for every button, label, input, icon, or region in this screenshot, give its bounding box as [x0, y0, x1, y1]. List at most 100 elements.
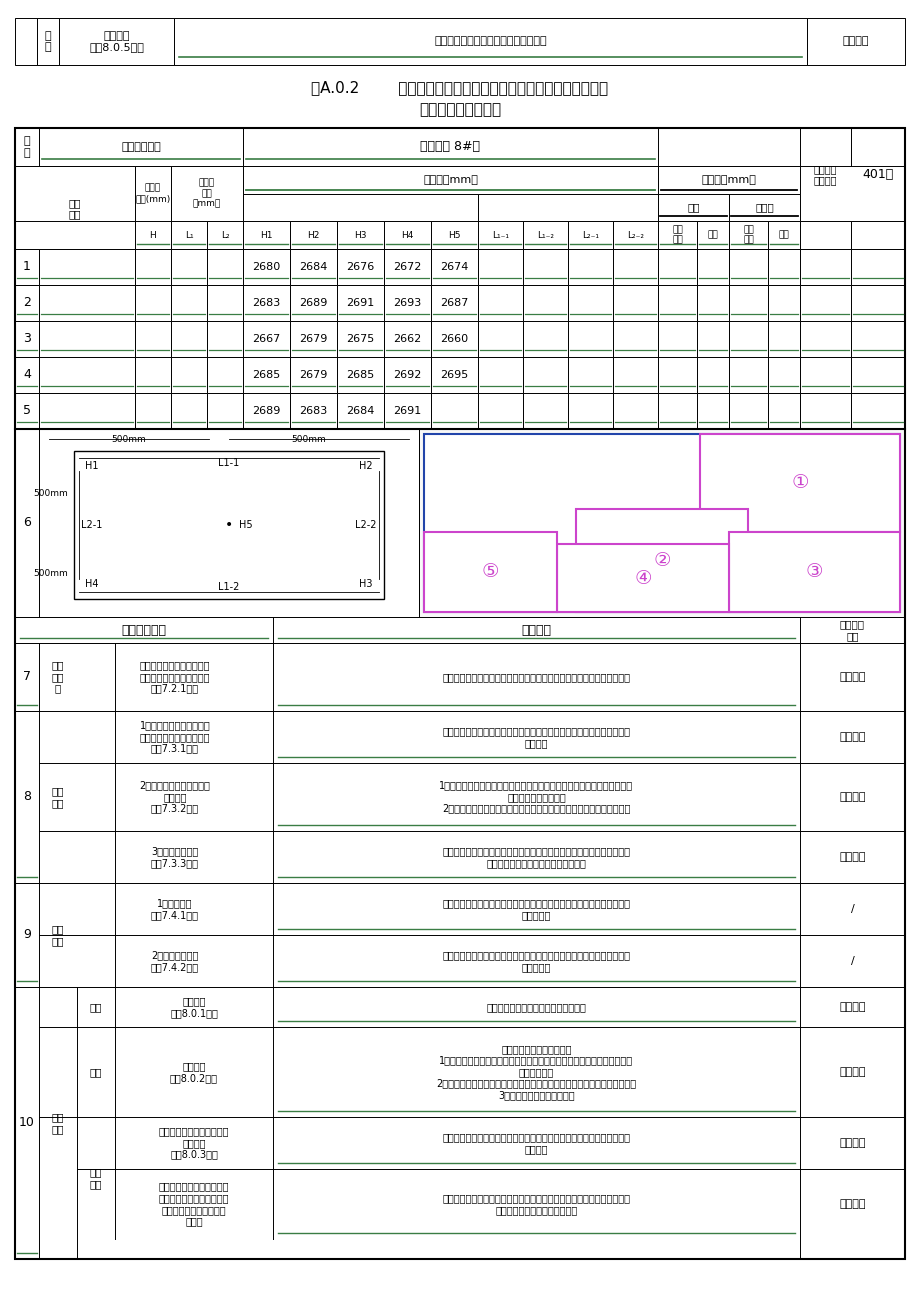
Text: /: / [850, 956, 854, 966]
Bar [567, 249, 612, 285]
Text: H2: H2 [358, 461, 372, 471]
Bar [383, 393, 430, 428]
Text: ⑤: ⑤ [482, 562, 499, 582]
Bar [289, 322, 336, 357]
Text: H4: H4 [85, 579, 98, 589]
Bar [207, 357, 243, 393]
Bar [39, 249, 135, 285]
Text: 2683: 2683 [299, 406, 327, 417]
Text: 1、橱柜安装
（第7.4.1条）: 1、橱柜安装 （第7.4.1条） [151, 898, 199, 919]
Bar [699, 434, 899, 533]
Text: 符合要求: 符合要求 [838, 1138, 865, 1148]
Bar [850, 128, 904, 221]
Bar [383, 285, 430, 322]
Bar [15, 128, 904, 1259]
Text: 符合要求: 符合要求 [838, 852, 865, 862]
Bar [289, 249, 336, 285]
Bar [39, 128, 243, 165]
Text: H1: H1 [85, 461, 98, 471]
Text: ①: ① [790, 474, 808, 492]
Bar [243, 285, 289, 322]
Bar [567, 357, 612, 393]
Bar [74, 450, 383, 599]
Bar [15, 322, 39, 357]
Text: 外墙防水
（第8.0.1条）: 外墙防水 （第8.0.1条） [170, 996, 218, 1018]
Bar [39, 428, 418, 617]
Text: 净高推
算值(mm): 净高推 算值(mm) [135, 184, 170, 203]
Text: L1-2: L1-2 [218, 582, 240, 592]
Text: 2679: 2679 [299, 335, 327, 344]
Text: 表A.0.2        室内空间尺寸、护栏和扶手、玻璃安装、橱柜工程、: 表A.0.2 室内空间尺寸、护栏和扶手、玻璃安装、橱柜工程、 [312, 81, 607, 95]
Text: 1、玻璃的品种、规格、尺
寸、色彩、图案和涂膜朝向
（第7.3.1条）: 1、玻璃的品种、规格、尺 寸、色彩、图案和涂膜朝向 （第7.3.1条） [140, 720, 210, 754]
Bar [575, 509, 747, 612]
Text: L₁₋₁: L₁₋₁ [492, 230, 508, 240]
Bar [800, 322, 850, 357]
Text: 2680: 2680 [252, 262, 280, 272]
Bar [418, 428, 904, 617]
Bar [612, 357, 657, 393]
Text: 工程竣工时，墙面不应有渗漏等缺陷。: 工程竣工时，墙面不应有渗漏等缺陷。 [486, 1003, 585, 1012]
Bar [171, 165, 243, 221]
Bar [15, 393, 904, 428]
Bar [728, 194, 800, 221]
Bar [39, 285, 135, 322]
Bar [383, 357, 430, 393]
Text: 外墙: 外墙 [90, 1003, 102, 1012]
Text: 5: 5 [23, 405, 31, 418]
Bar [424, 434, 899, 612]
Bar [15, 357, 39, 393]
Text: 符合要求: 符合要求 [838, 732, 865, 742]
Text: 2675: 2675 [346, 335, 374, 344]
Bar [657, 357, 697, 393]
Text: ②: ② [652, 551, 670, 570]
Bar [850, 249, 904, 285]
Bar [171, 393, 207, 428]
Text: 1: 1 [23, 260, 31, 273]
Text: 符合要求: 符合要求 [838, 1003, 865, 1012]
Bar [171, 285, 207, 322]
Bar [15, 711, 904, 883]
Bar [567, 393, 612, 428]
Bar [15, 128, 39, 165]
Text: 符合要求: 符合要求 [838, 792, 865, 802]
Text: 最大
偏差: 最大 偏差 [672, 225, 682, 245]
Text: 2693: 2693 [393, 298, 421, 309]
Bar [15, 165, 135, 251]
Bar [430, 285, 478, 322]
Bar [15, 165, 904, 221]
Text: ③: ③ [805, 562, 823, 582]
Bar [243, 249, 289, 285]
Text: 2672: 2672 [393, 262, 421, 272]
Text: H: H [150, 230, 156, 240]
Text: H5: H5 [239, 519, 253, 530]
Bar [522, 322, 567, 357]
Bar [39, 322, 135, 357]
Bar [800, 393, 850, 428]
Bar [171, 249, 207, 285]
Bar [207, 249, 243, 285]
Bar [767, 357, 800, 393]
Bar [728, 285, 767, 322]
Bar [15, 128, 904, 165]
Bar [767, 322, 800, 357]
Bar [135, 221, 171, 249]
Bar [383, 249, 430, 285]
Text: 2685: 2685 [346, 370, 374, 380]
Text: 实测值（mm）: 实测值（mm） [423, 174, 477, 185]
Bar [207, 285, 243, 322]
Bar [39, 357, 135, 393]
Text: H3: H3 [354, 230, 367, 240]
Bar [336, 221, 383, 249]
Bar [171, 221, 207, 249]
Bar [767, 221, 800, 249]
Text: 净开间: 净开间 [754, 202, 773, 212]
Text: 2、橱柜观感质量
（第7.4.2条）: 2、橱柜观感质量 （第7.4.2条） [151, 950, 199, 971]
Text: 符合要求: 符合要求 [838, 672, 865, 682]
Bar [135, 249, 171, 285]
Text: 质量验收
记录: 质量验收 记录 [839, 620, 864, 641]
Bar [657, 249, 697, 285]
Bar [657, 221, 697, 249]
Bar [336, 249, 383, 285]
Bar [243, 322, 289, 357]
Text: 401室: 401室 [861, 168, 892, 181]
